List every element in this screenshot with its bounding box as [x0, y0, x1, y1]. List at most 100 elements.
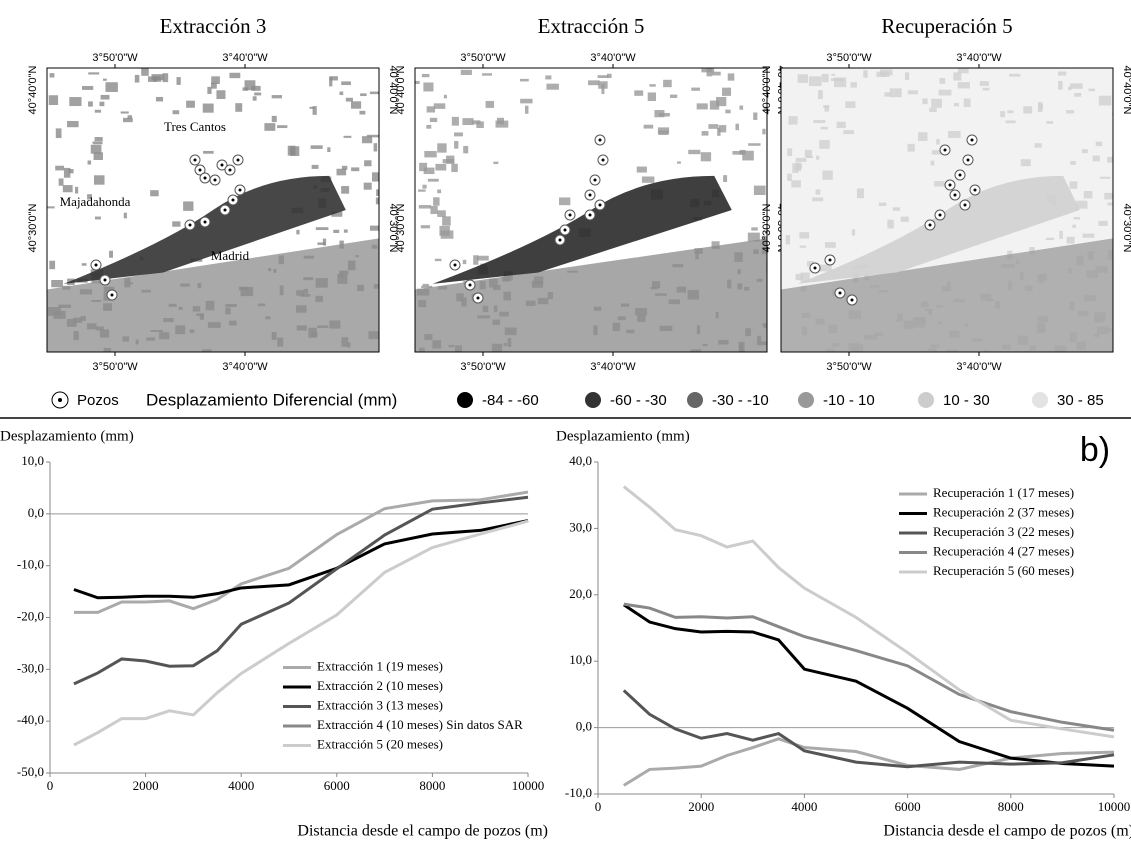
well-dot [602, 159, 605, 162]
map-texture [340, 92, 344, 95]
legend-class-label: -84 - -60 [482, 392, 539, 409]
y-tick-label: 0,0 [28, 505, 44, 520]
well-dot [929, 224, 932, 227]
map-texture [141, 68, 149, 76]
map-texture [376, 189, 389, 196]
map-texture [264, 123, 275, 131]
map-texture [242, 87, 248, 90]
map [415, 68, 777, 360]
map-texture [109, 251, 113, 258]
map-texture [583, 352, 591, 360]
well-dot [939, 214, 942, 217]
map-title: Extracción 3 [160, 14, 267, 38]
legend-class-swatch [798, 392, 814, 408]
map-texture [879, 203, 887, 206]
well-dot [589, 194, 592, 197]
map-texture [725, 110, 730, 114]
map-texture [442, 216, 451, 225]
legend-class-label: -60 - -30 [610, 392, 667, 409]
lat-label: 40°30'0"N [27, 203, 39, 252]
map-texture [482, 73, 492, 75]
map-texture [1046, 238, 1054, 240]
map-texture [825, 242, 836, 248]
legend-label: Recuperación 4 (27 meses) [933, 543, 1074, 558]
map-texture [634, 90, 643, 95]
map-texture [1089, 89, 1095, 92]
map-texture [796, 274, 803, 280]
map-texture [934, 181, 944, 186]
map-texture [95, 110, 101, 113]
lon-label: 3°50'0"W [826, 361, 872, 373]
map-texture [1100, 177, 1110, 179]
map-texture [47, 206, 55, 208]
map-texture [128, 115, 132, 118]
map-texture [812, 197, 823, 201]
map-texture [983, 88, 990, 91]
map-texture [203, 151, 214, 154]
map-texture [95, 217, 101, 220]
map-texture [172, 221, 180, 226]
map-texture [964, 98, 971, 106]
map-texture [1021, 159, 1031, 166]
map-texture [419, 163, 427, 171]
x-tick-label: 8000 [998, 799, 1024, 814]
map-texture [288, 146, 296, 156]
map-texture [49, 261, 55, 269]
map-texture [422, 74, 430, 77]
map-texture [843, 130, 854, 134]
map-texture [670, 95, 677, 98]
map-texture [1074, 93, 1081, 97]
well-dot [569, 214, 572, 217]
well-dot [967, 159, 970, 162]
map-texture [439, 226, 449, 236]
x-tick-label: 6000 [324, 778, 350, 793]
map-texture [1066, 110, 1074, 113]
map-texture [702, 131, 709, 136]
map-texture [1058, 81, 1063, 90]
page: { "maps": [ {"title": "Extracción 3", "p… [0, 0, 1131, 841]
map-texture [367, 135, 379, 138]
map-texture [948, 131, 961, 138]
map-texture [313, 106, 317, 115]
map-texture [545, 75, 551, 79]
map-texture [796, 158, 807, 162]
map-texture [1006, 120, 1016, 123]
map-texture [697, 103, 708, 109]
map-texture [821, 127, 828, 130]
map-texture [428, 179, 439, 182]
map-texture [716, 97, 726, 106]
map-texture [437, 143, 446, 152]
map-texture [787, 148, 792, 156]
x-tick-label: 10000 [1098, 799, 1131, 814]
y-tick-label: -10,0 [17, 557, 44, 572]
map-texture [323, 239, 326, 246]
map-texture [153, 76, 161, 82]
x-tick-label: 2000 [133, 778, 159, 793]
map-texture [272, 95, 282, 98]
map-texture [254, 93, 261, 96]
legend-label: Extracción 1 (19 meses) [317, 658, 443, 673]
map-texture [415, 81, 420, 84]
map-texture [351, 167, 359, 171]
series-line [74, 497, 528, 684]
map-texture [359, 111, 365, 115]
map-texture [463, 260, 467, 264]
legend-class-swatch [918, 392, 934, 408]
map-texture [493, 162, 498, 164]
legend-class-label: 30 - 85 [1057, 392, 1104, 409]
map-texture [1072, 225, 1076, 228]
x-tick-label: 0 [595, 799, 602, 814]
map-texture [1107, 157, 1116, 163]
y-tick-label: -40,0 [17, 712, 44, 727]
map-texture [787, 174, 792, 181]
map-texture [1007, 110, 1013, 113]
map-texture [1104, 193, 1116, 200]
map-texture [788, 116, 797, 124]
well-dot [221, 164, 224, 167]
map-texture [791, 180, 801, 187]
map-texture [364, 183, 372, 190]
map-texture [374, 143, 378, 151]
map [47, 68, 389, 353]
map-texture [1099, 96, 1111, 106]
map-texture [823, 105, 829, 108]
